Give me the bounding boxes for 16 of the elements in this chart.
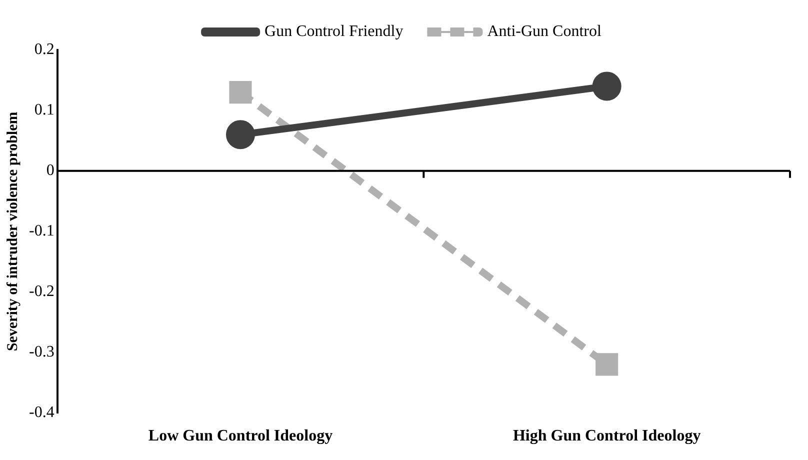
y-tick-label: -0.2 — [29, 283, 54, 300]
point — [596, 353, 618, 376]
x-tick-label: Low Gun Control Ideology — [148, 428, 333, 445]
point — [226, 120, 255, 150]
legend-label: Gun Control Friendly — [264, 23, 404, 40]
y-tick-label: 0.1 — [34, 102, 54, 119]
y-tick-label: 0.2 — [34, 41, 54, 58]
point — [592, 72, 622, 101]
legend-label: Anti-Gun Control — [487, 23, 602, 40]
y-axis-title: Severity of intruder violence problem — [4, 111, 21, 352]
y-tick-label: 0 — [46, 162, 54, 180]
y-tick-label: -0.4 — [29, 404, 54, 422]
y-tick-label: -0.3 — [29, 344, 54, 361]
point — [229, 81, 252, 104]
y-tick-label: -0.1 — [29, 222, 54, 240]
x-tick-label: High Gun Control Ideology — [512, 428, 701, 445]
